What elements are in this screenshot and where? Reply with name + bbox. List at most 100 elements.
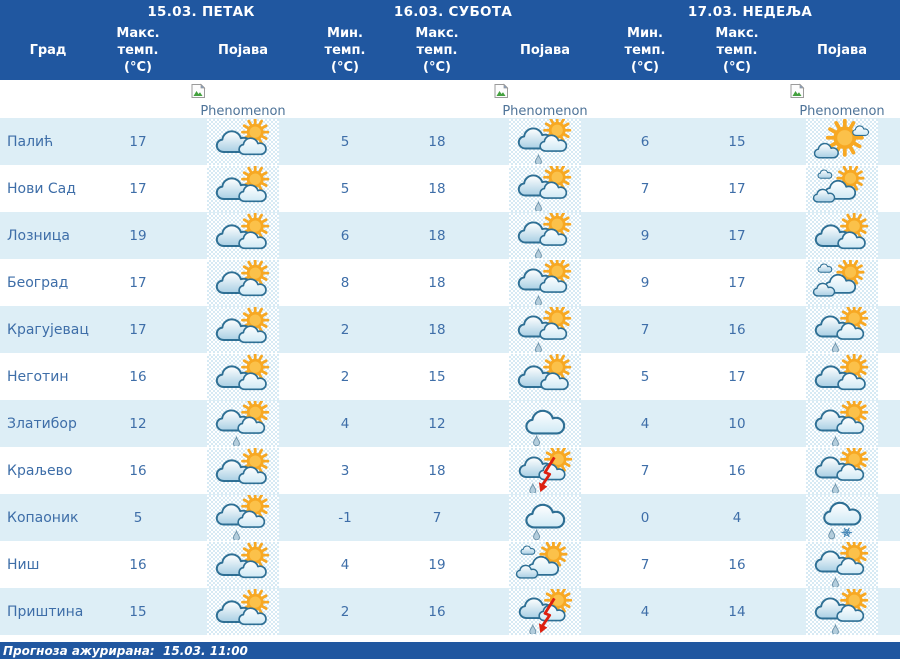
clouds-sun-icon — [212, 354, 274, 399]
city-name: Нови Сад — [7, 180, 76, 197]
day3-min-temp: 6 — [640, 133, 650, 150]
day3-min-temp: 9 — [640, 227, 650, 244]
day2-max-temp: 18 — [428, 133, 446, 150]
day1-max-temp: 17 — [129, 180, 147, 197]
day3-phenomenon-cell — [784, 447, 900, 494]
day3-min-temp: 4 — [640, 415, 650, 432]
day3-min-temp: 5 — [640, 368, 650, 385]
col-header-day2-min-temp: Мин. темп. (°C) — [324, 26, 366, 75]
day2-phenomenon-cell — [490, 353, 600, 400]
day1-max-temp: 5 — [133, 509, 143, 526]
day3-phenomenon-cell — [784, 541, 900, 588]
table-row: Крагујевац 17 2 18 7 16 — [0, 306, 900, 353]
clouds-sun-icon — [212, 260, 274, 305]
clouds-sun-rain-icon — [514, 307, 576, 352]
day3-max-temp: 16 — [728, 321, 746, 338]
day1-max-temp: 17 — [129, 133, 147, 150]
city-name: Краљево — [7, 462, 73, 479]
day2-max-temp: 12 — [428, 415, 446, 432]
phenomenon-alt-text: Phenomenon — [200, 104, 286, 119]
col-header-day3-max-temp: Макс. темп. (°C) — [715, 26, 759, 75]
table-row: Копаоник 5 -1 7 0 4 — [0, 494, 900, 541]
clouds-sun-icon — [212, 448, 274, 493]
phenomenon-alt-row: Phenomenon Phenomenon Ph — [0, 80, 900, 119]
day1-phenomenon-cell — [180, 400, 306, 447]
day2-phenomenon-cell — [490, 165, 600, 212]
col-header-day3-phenomenon: Појава — [816, 43, 868, 59]
day2-min-temp: 5 — [340, 180, 350, 197]
cloud-rain-icon — [514, 495, 576, 540]
day3-phenomenon-cell — [784, 400, 900, 447]
city-name: Крагујевац — [7, 321, 89, 338]
day3-phenomenon-cell — [784, 212, 900, 259]
forecast-updated-text: Прогноза ажурирана: 15.03. 11:00 — [3, 643, 248, 658]
table-row: Лозница 19 6 18 9 17 — [0, 212, 900, 259]
clouds-sun-rain-icon — [811, 448, 873, 493]
cloud-sun-clouds-icon — [514, 542, 576, 587]
day1-max-temp: 19 — [129, 227, 147, 244]
day2-min-temp: 4 — [340, 415, 350, 432]
day2-phenomenon-cell — [490, 541, 600, 588]
day3-min-temp: 7 — [640, 321, 650, 338]
col-header-day3-min-temp: Мин. темп. (°C) — [624, 26, 666, 75]
day1-phenomenon-cell — [180, 212, 306, 259]
day3-min-temp: 7 — [640, 556, 650, 573]
clouds-sun-icon — [514, 354, 576, 399]
day3-min-temp: 9 — [640, 274, 650, 291]
clouds-sun-icon — [811, 354, 873, 399]
phenomenon-alt-text: Phenomenon — [502, 104, 588, 119]
day3-min-temp: 0 — [640, 509, 650, 526]
day1-phenomenon-cell — [180, 494, 306, 541]
day2-phenomenon-cell — [490, 259, 600, 306]
cloud-rain-snow-icon — [811, 495, 873, 540]
table-row: Ниш 16 4 19 7 16 — [0, 541, 900, 588]
broken-image-icon — [790, 83, 805, 98]
day2-max-temp: 7 — [432, 509, 442, 526]
day3-phenomenon-cell — [784, 306, 900, 353]
day1-phenomenon-cell — [180, 306, 306, 353]
day1-phenomenon-cell — [180, 541, 306, 588]
day2-min-temp: 3 — [340, 462, 350, 479]
clouds-sun-rain-icon — [811, 589, 873, 634]
cloud-sun-clouds-icon — [811, 260, 873, 305]
col-header-day1-phenomenon: Појава — [217, 43, 269, 59]
day2-phenomenon-cell — [490, 447, 600, 494]
day3-phenomenon-cell — [784, 165, 900, 212]
day2-max-temp: 18 — [428, 274, 446, 291]
clouds-sun-icon — [212, 307, 274, 352]
col-header-day2-phenomenon: Појава — [519, 43, 571, 59]
day3-min-temp: 4 — [640, 603, 650, 620]
clouds-sun-icon — [811, 213, 873, 258]
day2-min-temp: 6 — [340, 227, 350, 244]
table-row: Неготин 16 2 15 5 17 — [0, 353, 900, 400]
day1-phenomenon-cell — [180, 588, 306, 635]
broken-image-icon — [191, 83, 206, 98]
day2-phenomenon-alt: Phenomenon — [490, 80, 600, 119]
city-name: Копаоник — [7, 509, 79, 526]
clouds-sun-rain-icon — [514, 213, 576, 258]
col-header-city: Град — [29, 43, 67, 59]
col-header-day2-max-temp: Макс. темп. (°C) — [415, 26, 459, 75]
day3-max-temp: 16 — [728, 556, 746, 573]
cloud-sun-clouds-icon — [811, 166, 873, 211]
table-row: Палић 17 5 18 6 15 — [0, 118, 900, 165]
day3-phenomenon-cell — [784, 353, 900, 400]
city-name: Ниш — [7, 556, 40, 573]
clouds-sun-icon — [212, 213, 274, 258]
col-header-day1-max-temp: Макс. темп. (°C) — [116, 26, 160, 75]
city-name: Лозница — [7, 227, 70, 244]
day1-max-temp: 16 — [129, 556, 147, 573]
broken-image-icon — [494, 83, 509, 98]
day3-min-temp: 7 — [640, 462, 650, 479]
day3-date-sunday: 17.03. НЕДЕЉА — [687, 3, 813, 20]
forecast-updated-bar: Прогноза ажурирана: 15.03. 11:00 — [0, 642, 900, 659]
day3-max-temp: 16 — [728, 462, 746, 479]
day3-phenomenon-cell — [784, 494, 900, 541]
day2-max-temp: 18 — [428, 321, 446, 338]
day1-phenomenon-cell — [180, 447, 306, 494]
day2-max-temp: 19 — [428, 556, 446, 573]
city-name: Златибор — [7, 415, 77, 432]
day1-max-temp: 17 — [129, 274, 147, 291]
day3-min-temp: 7 — [640, 180, 650, 197]
clouds-sun-rain-icon — [811, 401, 873, 446]
